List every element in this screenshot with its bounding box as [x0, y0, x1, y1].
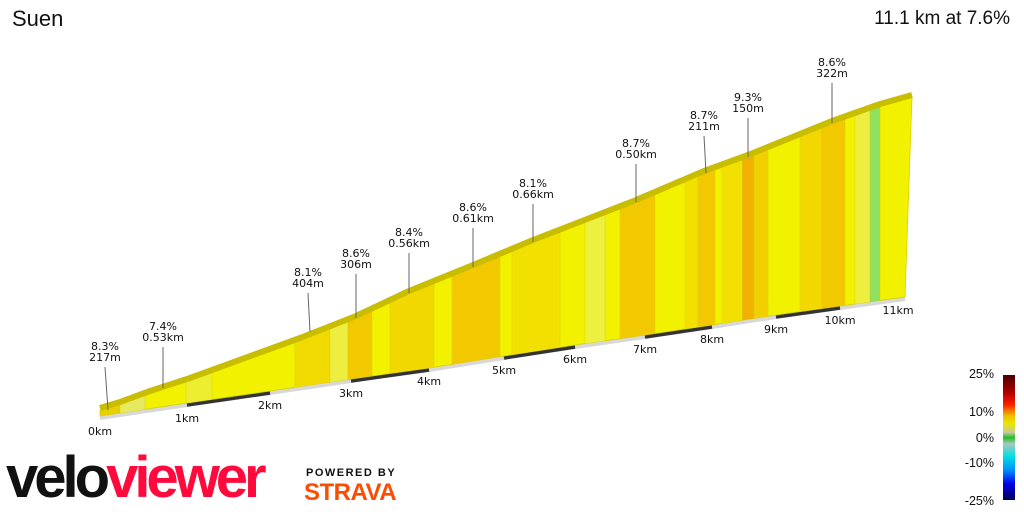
grade-segment [584, 97, 606, 416]
annotation-leader [307, 292, 311, 333]
veloviewer-logo: veloviewer [6, 445, 267, 510]
annotation-grade: 8.7% [690, 109, 718, 122]
annotation-grade: 8.4% [395, 226, 423, 239]
annotation-length: 306m [340, 258, 372, 271]
grade-segment [684, 97, 699, 416]
annotation-grade: 8.6% [342, 247, 370, 260]
annotation-grade: 8.6% [459, 201, 487, 214]
legend-label: -10% [964, 456, 994, 470]
annotation-grade: 9.3% [734, 91, 762, 104]
strava-logo: STRAVA [304, 479, 397, 506]
annotation-length: 0.56km [388, 237, 430, 250]
climb-title: Suen [12, 6, 64, 31]
grade-segment [821, 97, 846, 416]
annotation-grade: 8.3% [91, 340, 119, 353]
km-band [186, 391, 271, 407]
grade-segment [697, 97, 716, 416]
annotation-length: 0.66km [512, 188, 554, 201]
grade-segment [854, 97, 871, 416]
powered-by-text: POWERED BY [306, 467, 397, 479]
grade-segment [119, 97, 146, 416]
grade-segment [100, 97, 121, 416]
annotation-grade: 8.7% [622, 137, 650, 150]
annotation-grade: 8.1% [519, 177, 547, 190]
km-band [350, 368, 430, 383]
x-tick-label: 3km [339, 387, 363, 400]
x-tick-label: 1km [175, 412, 199, 425]
x-tick-label: 11km [882, 304, 913, 317]
km-band [644, 325, 713, 339]
annotation-grade: 8.6% [818, 56, 846, 69]
x-tick-label: 9km [764, 323, 788, 336]
grade-segment [451, 97, 501, 416]
annotation-length: 0.50km [615, 148, 657, 161]
gradient-legend-bar [1003, 375, 1015, 500]
legend-label: 10% [968, 405, 994, 419]
annotation-grade: 8.1% [294, 266, 322, 279]
grade-segment [511, 97, 561, 416]
annotation-length: 404m [292, 277, 324, 290]
x-tick-label: 5km [492, 364, 516, 377]
annotation-length: 0.53km [142, 331, 184, 344]
climb-summary: 11.1 km at 7.6% [874, 8, 1010, 29]
x-tick-label: 2km [258, 399, 282, 412]
legend-label: 25% [968, 367, 994, 381]
annotation-leader [104, 366, 109, 411]
x-tick-label: 0km [88, 425, 112, 438]
annotation-length: 150m [732, 102, 764, 115]
annotation-length: 0.61km [452, 212, 494, 225]
annotation-leader [703, 135, 707, 174]
annotation-length: 211m [688, 120, 720, 133]
grade-segment [753, 97, 769, 416]
km-band [775, 306, 841, 319]
legend-label: 0% [975, 431, 994, 445]
grade-segment [869, 97, 881, 416]
grade-segment [185, 97, 213, 416]
x-tick-label: 10km [824, 314, 855, 327]
x-tick-label: 8km [700, 333, 724, 346]
x-tick-label: 4km [417, 375, 441, 388]
km-band [503, 345, 576, 360]
grade-segment [721, 97, 741, 416]
legend-label: -25% [964, 494, 994, 508]
annotation-length: 322m [816, 67, 848, 80]
x-tick-label: 6km [563, 353, 587, 366]
x-tick-label: 7km [633, 343, 657, 356]
grade-segment [619, 97, 656, 416]
annotation-length: 217m [89, 351, 121, 364]
annotation-grade: 7.4% [149, 320, 177, 333]
